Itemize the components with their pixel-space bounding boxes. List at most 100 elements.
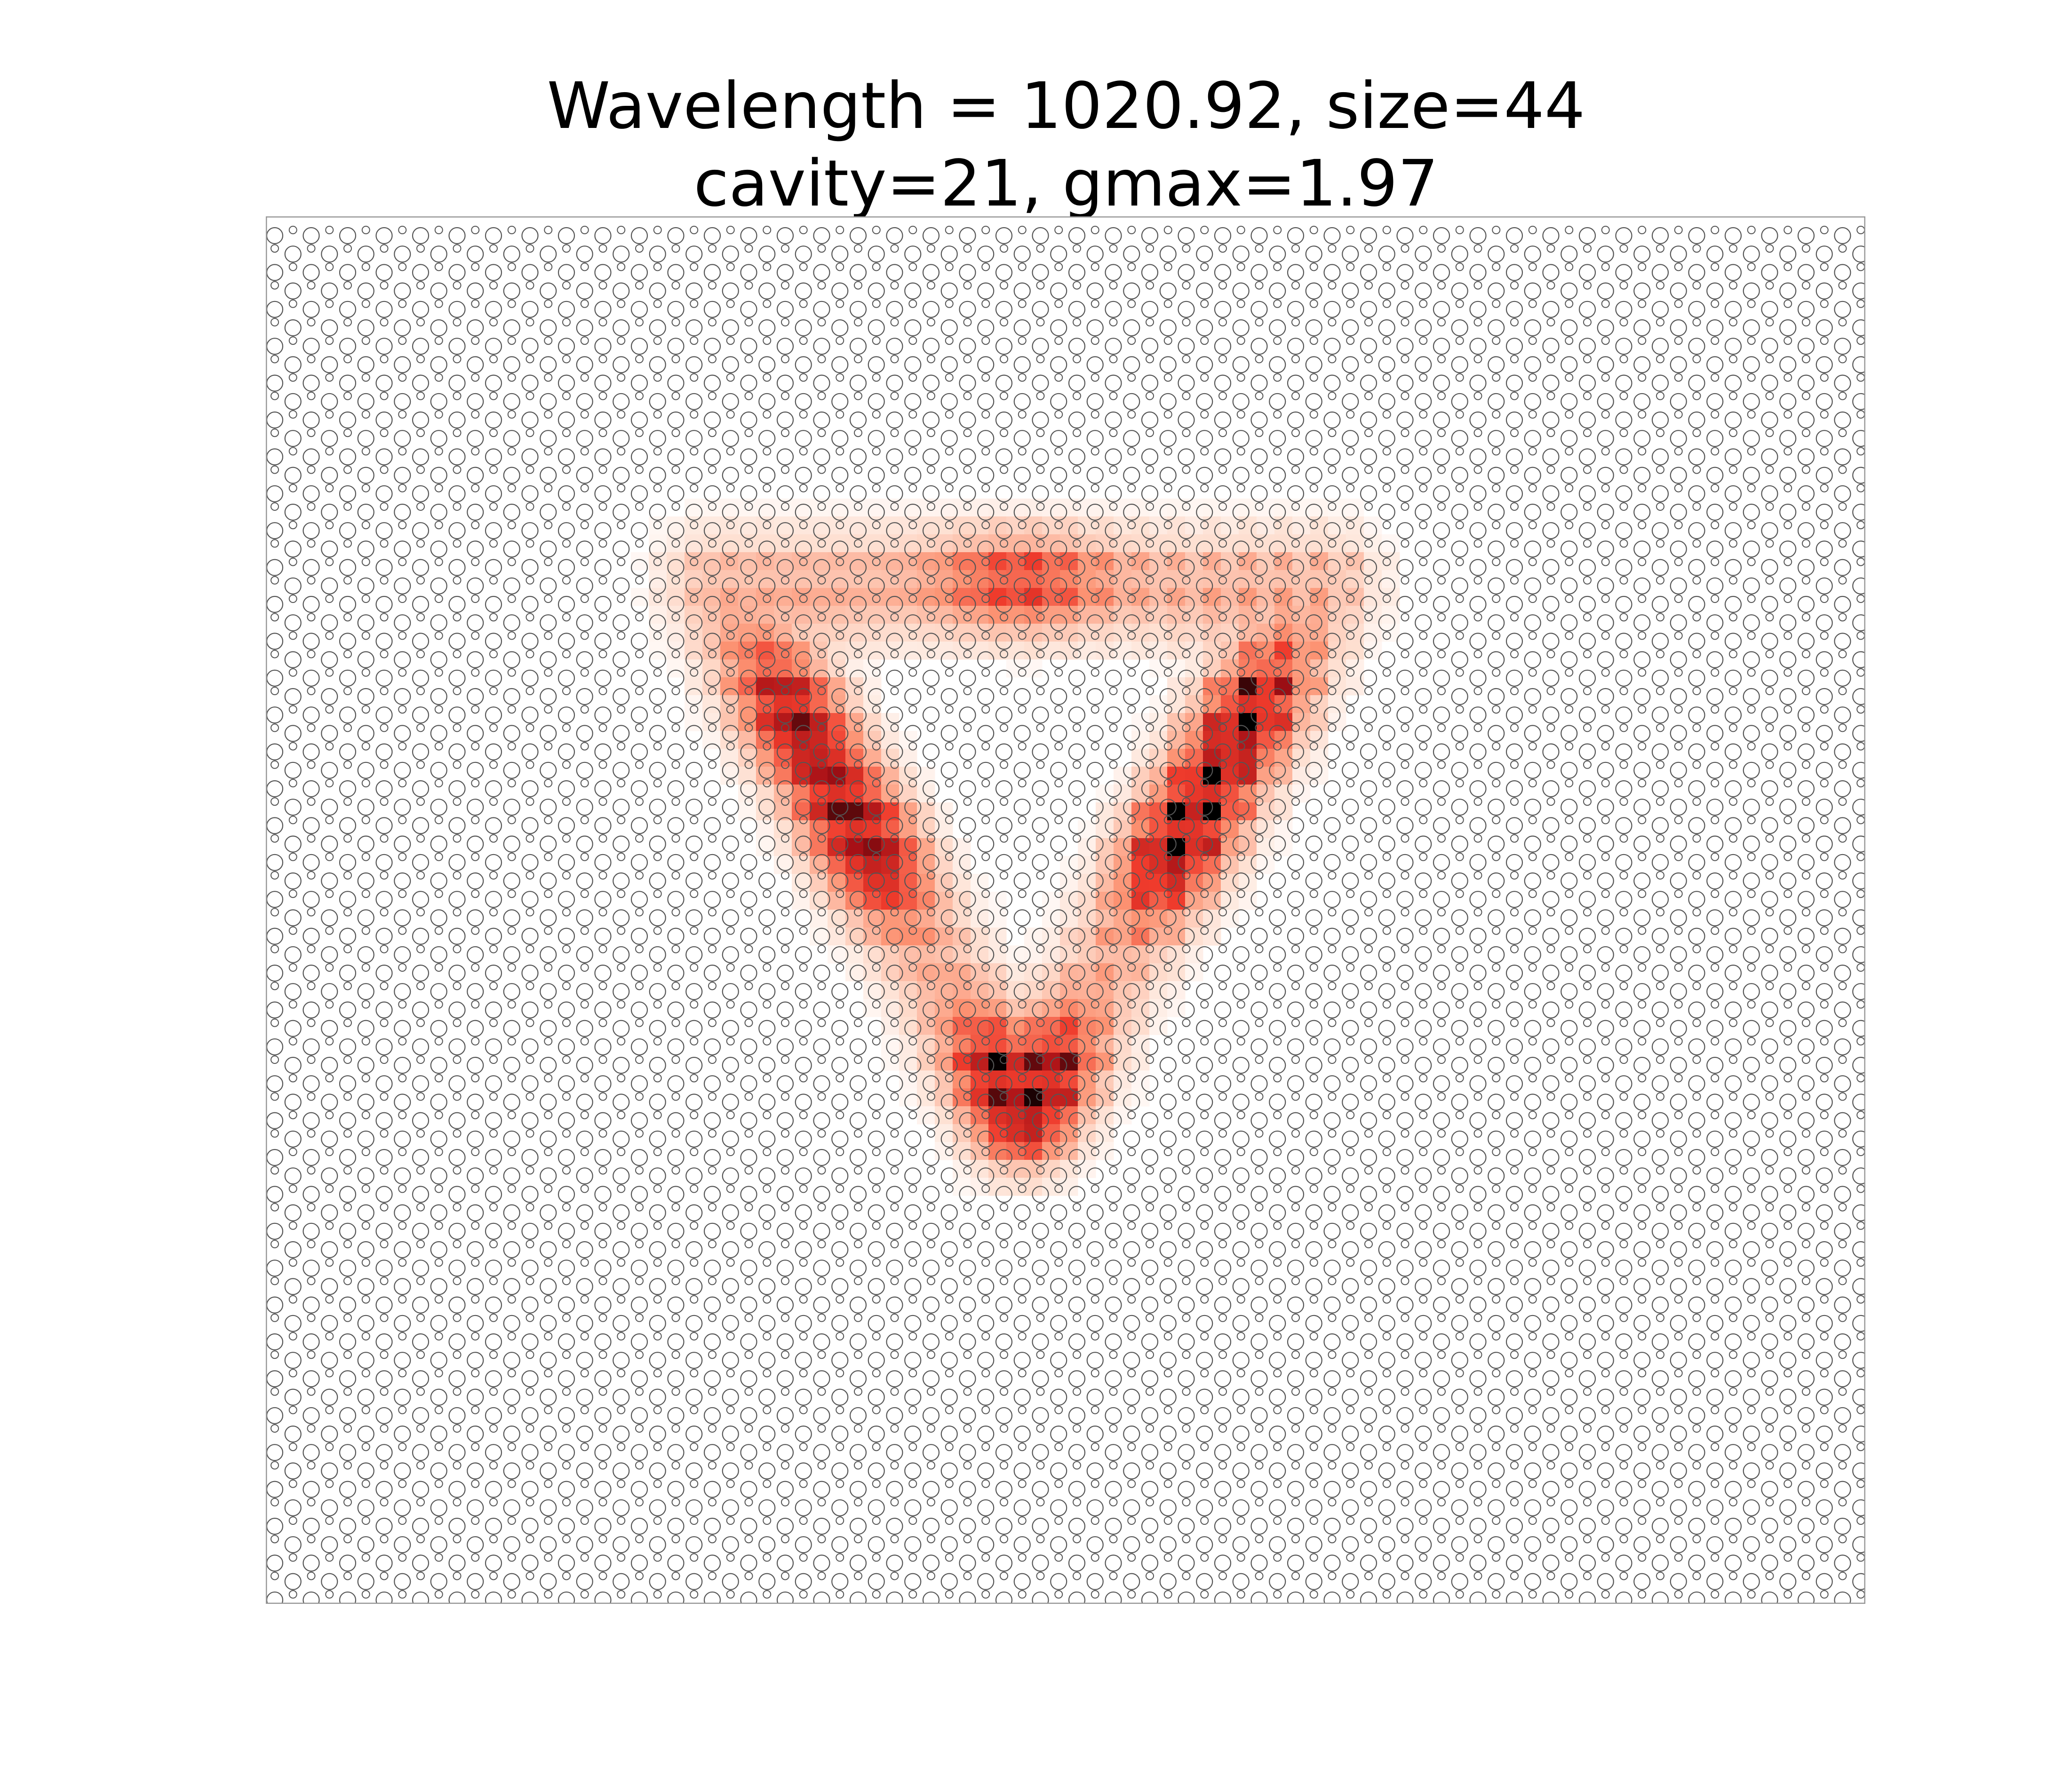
field-cell [1096, 945, 1114, 964]
lattice-hole-small [836, 299, 844, 308]
field-cell [1024, 963, 1043, 982]
field-cell [953, 552, 971, 571]
field-cell [810, 695, 828, 714]
lattice-hole [1105, 301, 1122, 318]
field-cell [988, 624, 1007, 642]
lattice-hole-small [1127, 262, 1136, 271]
lattice-hole [448, 227, 466, 245]
chart-title-line-1: Wavelength = 1020.92, size=44 [547, 69, 1585, 143]
lattice-hole-small [1109, 281, 1118, 290]
lattice-hole [576, 246, 593, 263]
lattice-hole [1670, 319, 1687, 337]
field-cell [953, 1124, 971, 1142]
lattice-hole-small [1236, 262, 1245, 271]
field-cell [988, 1088, 1007, 1107]
lattice-hole-small [598, 318, 607, 326]
lattice-hole-small [1382, 226, 1391, 234]
lattice-hole-small [872, 262, 881, 271]
lattice-hole [1323, 301, 1341, 318]
lattice-hole [1578, 227, 1596, 245]
field-cell [863, 642, 882, 660]
lattice-hole-small [1291, 244, 1300, 253]
lattice-hole-small [1765, 244, 1774, 253]
lattice-hole-small [288, 226, 297, 234]
lattice-hole-small [890, 281, 899, 290]
lattice-hole-small [744, 244, 753, 253]
lattice-hole [667, 264, 685, 281]
lattice-hole-small [544, 226, 553, 234]
lattice-hole-small [1711, 262, 1720, 271]
lattice-hole [576, 282, 593, 300]
lattice-hole [1542, 264, 1560, 281]
field-cell [1292, 624, 1311, 642]
lattice-hole [339, 264, 357, 281]
lattice-hole [1834, 264, 1851, 281]
lattice-hole [1451, 246, 1468, 263]
field-cell [1060, 1053, 1078, 1071]
field-cell [1167, 659, 1186, 678]
lattice-hole [795, 246, 812, 263]
lattice-hole-small [380, 318, 389, 326]
lattice-hole-small [1200, 226, 1209, 234]
lattice-hole-small [1601, 299, 1610, 308]
field-cell [756, 552, 774, 571]
field-cell [1114, 928, 1132, 946]
lattice-hole-small [854, 244, 862, 253]
field-cell [828, 749, 846, 767]
field-cell [738, 695, 756, 714]
lattice-hole [667, 227, 685, 245]
lattice-hole-small [1273, 299, 1282, 308]
lattice-hole-small [361, 226, 370, 234]
field-cell [1024, 981, 1043, 999]
field-cell [1203, 677, 1221, 696]
field-cell [863, 945, 882, 964]
field-cell [810, 820, 828, 839]
lattice-hole [758, 246, 776, 263]
field-cell [720, 767, 739, 785]
lattice-hole-small [544, 262, 553, 271]
lattice-hole [430, 282, 447, 300]
field-cell [917, 1070, 935, 1089]
lattice-hole [1378, 319, 1395, 337]
field-cell [1346, 534, 1364, 553]
field-cell [774, 785, 792, 803]
lattice-hole [594, 227, 612, 245]
field-cell [1167, 999, 1186, 1017]
field-cell [828, 642, 846, 660]
lattice-hole-small [1565, 262, 1574, 271]
lattice-hole [1415, 282, 1432, 300]
lattice-hole-small [1711, 226, 1720, 234]
field-cell [1060, 534, 1078, 553]
lattice-hole-small [908, 299, 917, 308]
lattice-hole-small [471, 262, 480, 271]
lattice-hole-small [507, 299, 516, 308]
lattice-hole-small [1783, 299, 1792, 308]
field-cell [899, 910, 917, 928]
lattice-hole-small [471, 226, 480, 234]
lattice-hole [1724, 264, 1742, 281]
lattice-hole-small [708, 318, 717, 326]
field-cell [1310, 642, 1329, 660]
lattice-hole-small [1510, 244, 1519, 253]
lattice-hole [758, 319, 776, 337]
lattice-hole [594, 301, 612, 318]
lattice-hole-small [343, 281, 352, 290]
lattice-hole [1232, 282, 1250, 300]
lattice-hole [1305, 246, 1322, 263]
lattice-hole-small [580, 262, 589, 271]
field-cell [1024, 1088, 1043, 1107]
field-cell [1221, 874, 1239, 892]
lattice-hole-small [963, 318, 972, 326]
lattice-hole-small [507, 262, 516, 271]
field-cell [917, 767, 935, 785]
field-cell [1328, 695, 1346, 714]
lattice-hole-small [1419, 299, 1428, 308]
field-cell [1042, 892, 1060, 910]
field-cell [631, 552, 649, 571]
lattice-hole-small [489, 318, 498, 326]
lattice-hole [1761, 227, 1778, 245]
lattice-hole [977, 319, 995, 337]
lattice-hole-small [1382, 299, 1391, 308]
lattice-hole-small [763, 299, 772, 308]
field-cell [845, 552, 864, 571]
